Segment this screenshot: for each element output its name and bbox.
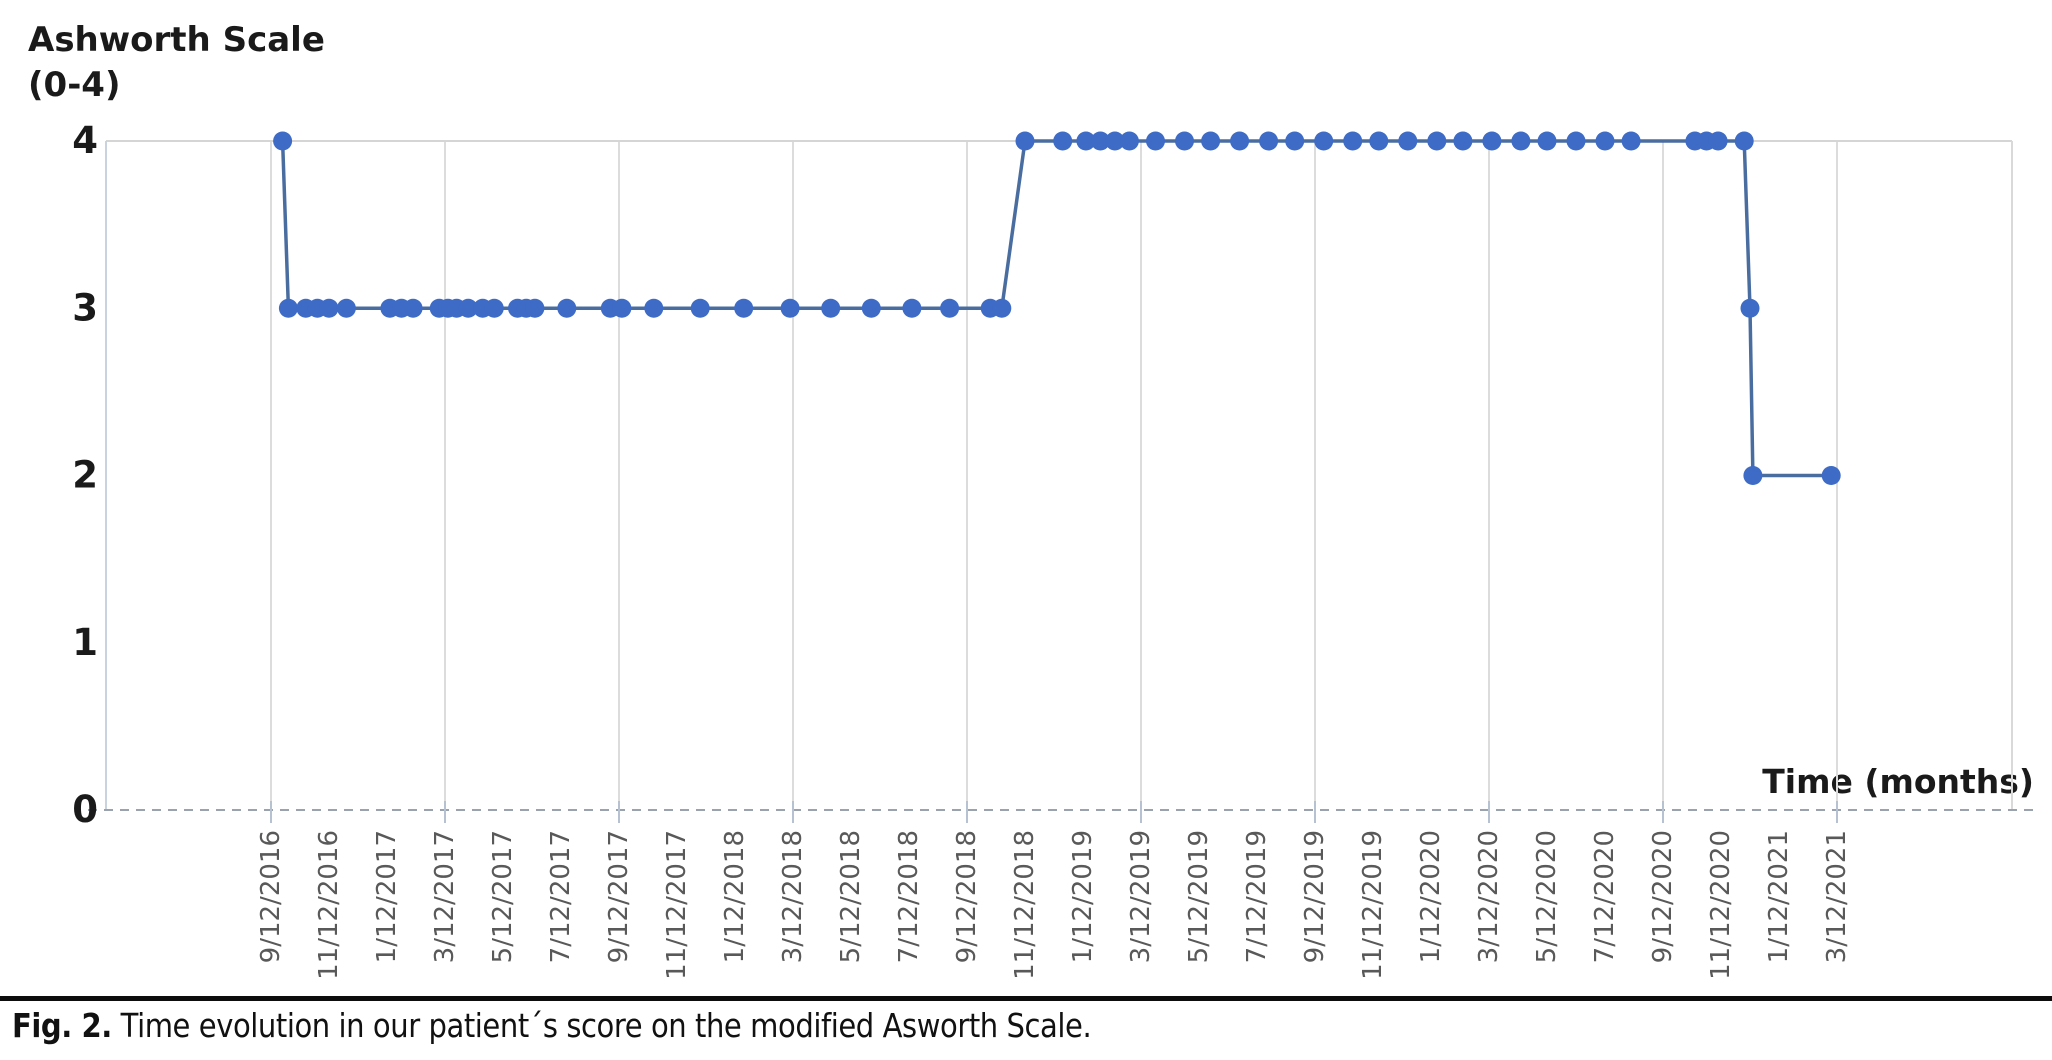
y-tick-label: 4 [72, 119, 98, 162]
x-tick-label: 9/12/2020 [1648, 830, 1678, 963]
data-point [1427, 131, 1447, 151]
y-tick-label: 0 [72, 788, 98, 831]
data-point [1053, 131, 1073, 151]
x-tick-label: 9/12/2019 [1300, 830, 1330, 963]
x-tick-label: 5/12/2017 [488, 830, 518, 963]
data-point [1708, 131, 1728, 151]
data-point [403, 298, 423, 318]
data-point [1511, 131, 1531, 151]
x-tick-label: 1/12/2021 [1764, 830, 1794, 963]
data-point [1343, 131, 1363, 151]
x-tick-label: 1/12/2020 [1416, 830, 1446, 963]
x-tick-label: 1/12/2018 [720, 830, 750, 963]
x-tick-label: 3/12/2018 [778, 830, 808, 963]
x-axis-title: Time (months) [1762, 762, 2034, 801]
x-tick-label: 5/12/2018 [836, 830, 866, 963]
data-point [1821, 466, 1841, 485]
data-point [1734, 131, 1754, 151]
data-point [780, 298, 800, 318]
data-point [1595, 131, 1615, 151]
data-point [1621, 131, 1641, 151]
y-axis-title-line1: Ashworth Scale [28, 20, 325, 60]
data-point [940, 298, 960, 318]
x-tick-label: 9/12/2016 [256, 830, 286, 963]
data-point [1175, 131, 1194, 151]
data-point [821, 298, 841, 318]
data-point [1015, 131, 1035, 151]
data-point [861, 298, 881, 318]
x-tick-label: 3/12/2017 [430, 830, 460, 963]
data-point [690, 298, 710, 318]
data-point [1743, 466, 1763, 485]
data-point [1090, 131, 1110, 151]
x-tick-label: 3/12/2020 [1474, 830, 1504, 963]
x-tick-label: 11/12/2018 [1010, 830, 1040, 980]
data-point [1453, 131, 1473, 151]
data-point [1105, 131, 1125, 151]
x-tick-label: 9/12/2018 [952, 830, 982, 963]
data-point [1740, 298, 1760, 318]
data-point [1369, 131, 1389, 151]
y-tick-label: 2 [72, 454, 98, 497]
x-tick-label: 3/12/2021 [1822, 830, 1852, 963]
data-point [484, 298, 504, 318]
data-point [1259, 131, 1279, 151]
x-tick-label: 7/12/2018 [894, 830, 924, 963]
x-tick-label: 7/12/2020 [1590, 830, 1620, 963]
data-point [612, 298, 632, 318]
data-point [278, 298, 298, 318]
data-point [1119, 131, 1139, 151]
data-point [1146, 131, 1165, 151]
data-point [336, 298, 356, 318]
x-tick-label: 3/12/2019 [1126, 830, 1156, 963]
x-tick-label: 5/12/2019 [1184, 830, 1214, 963]
figure-caption-label: Fig. 2. [12, 1006, 112, 1045]
x-tick-label: 11/12/2017 [662, 830, 692, 980]
data-point [1230, 131, 1250, 151]
figure-caption-text: Time evolution in our patient´s score on… [120, 1006, 1092, 1045]
data-point [734, 298, 754, 318]
data-point [1314, 131, 1334, 151]
data-point [319, 298, 339, 318]
data-point [525, 298, 545, 318]
data-point [1566, 131, 1586, 151]
x-tick-label: 5/12/2020 [1532, 830, 1562, 963]
y-axis-title-line2: (0-4) [28, 64, 121, 105]
y-axis-title: Ashworth Scale (0-4) [28, 18, 325, 108]
data-point [1482, 131, 1502, 151]
data-point [557, 298, 577, 318]
ashworth-line-chart: 9/12/2016 11/12/2016 1/12/2017 3/12/2017 5/1… [72, 119, 2040, 980]
x-tick-label: 7/12/2019 [1242, 830, 1272, 963]
figure-caption: Fig. 2. Time evolution in our patient´s s… [12, 1006, 1092, 1045]
data-point [1285, 131, 1305, 151]
caption-divider [0, 996, 2052, 1001]
data-point [902, 298, 922, 318]
data-point [992, 298, 1012, 318]
data-point [273, 131, 293, 151]
x-tick-label: 1/12/2019 [1068, 830, 1098, 963]
data-point [1398, 131, 1418, 151]
x-tick-label: 9/12/2017 [604, 830, 634, 963]
x-tick-label: 7/12/2017 [546, 830, 576, 963]
data-point [1076, 131, 1096, 151]
x-tick-label: 1/12/2017 [372, 830, 402, 963]
data-point [458, 298, 478, 318]
y-tick-label: 3 [72, 286, 98, 329]
x-tick-label: 11/12/2016 [314, 830, 344, 980]
data-point [1201, 131, 1221, 151]
x-tick-label: 11/12/2019 [1358, 830, 1388, 980]
x-tick-label: 11/12/2020 [1706, 830, 1736, 980]
y-tick-label: 1 [72, 621, 98, 664]
data-point [644, 298, 664, 318]
data-point [1537, 131, 1557, 151]
